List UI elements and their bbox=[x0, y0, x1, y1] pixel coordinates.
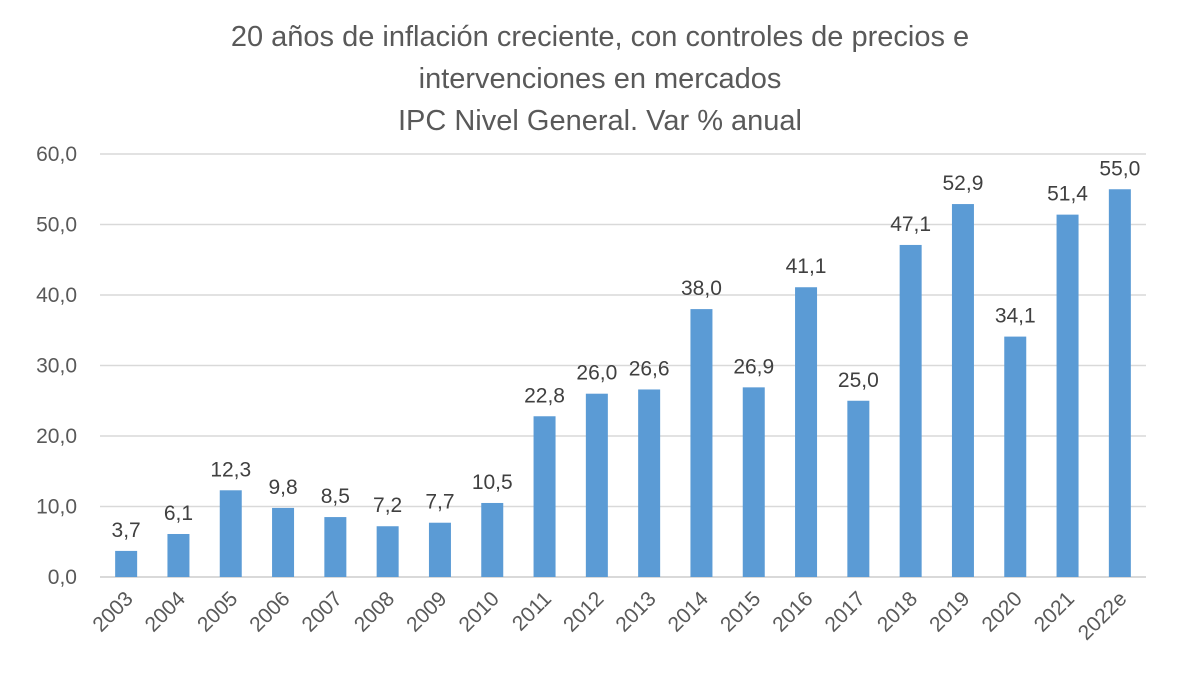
y-tick-label: 60,0 bbox=[36, 143, 77, 166]
y-tick-label: 0,0 bbox=[48, 566, 77, 589]
bar bbox=[1004, 336, 1027, 577]
x-tick-label: 2015 bbox=[716, 587, 765, 636]
bar bbox=[1056, 214, 1079, 577]
bar bbox=[638, 389, 661, 577]
bar bbox=[219, 490, 242, 577]
x-tick-label: 2016 bbox=[768, 587, 817, 636]
data-label: 38,0 bbox=[681, 277, 722, 300]
bar bbox=[951, 204, 974, 577]
data-label: 47,1 bbox=[890, 213, 931, 236]
bar bbox=[795, 287, 818, 577]
data-label: 9,8 bbox=[268, 476, 297, 499]
x-tick-label: 2008 bbox=[350, 587, 399, 636]
data-label: 6,1 bbox=[164, 502, 193, 525]
y-tick-label: 30,0 bbox=[36, 355, 77, 378]
gridlines bbox=[100, 153, 1146, 578]
data-label: 51,4 bbox=[1047, 183, 1088, 206]
data-label: 41,1 bbox=[786, 255, 827, 278]
bar bbox=[272, 507, 295, 577]
data-label: 7,2 bbox=[373, 494, 402, 517]
chart-title-line-1: 20 años de inflación creciente, con cont… bbox=[231, 21, 969, 53]
x-tick-label: 2022e bbox=[1074, 587, 1132, 645]
y-tick-label: 40,0 bbox=[36, 284, 77, 307]
data-label: 55,0 bbox=[1099, 157, 1140, 180]
x-tick-label: 2010 bbox=[454, 587, 503, 636]
bar bbox=[533, 416, 556, 577]
x-tick-label: 2019 bbox=[925, 587, 974, 636]
chart-title: 20 años de inflación creciente, con cont… bbox=[231, 21, 969, 137]
x-tick-label: 2012 bbox=[559, 587, 608, 636]
data-label: 10,5 bbox=[472, 471, 513, 494]
x-tick-label: 2011 bbox=[508, 587, 556, 635]
data-labels: 3,7 6,1 12,3 9,8 8,5 7,2 7,7 10,5 22,8 26,0 26,6 38… bbox=[112, 157, 1141, 542]
bar bbox=[167, 533, 190, 577]
data-label: 8,5 bbox=[321, 485, 350, 508]
x-tick-label: 2004 bbox=[141, 587, 191, 637]
data-label: 25,0 bbox=[838, 369, 879, 392]
bar bbox=[847, 400, 870, 577]
bar bbox=[376, 526, 399, 577]
y-tick-label: 10,0 bbox=[36, 496, 77, 519]
bar bbox=[899, 244, 922, 577]
bar bbox=[115, 550, 138, 577]
data-label: 26,9 bbox=[733, 355, 774, 378]
data-label: 12,3 bbox=[210, 458, 251, 481]
bar bbox=[481, 502, 504, 577]
bar bbox=[742, 387, 765, 577]
data-label: 22,8 bbox=[524, 384, 565, 407]
y-tick-label: 50,0 bbox=[36, 214, 77, 237]
x-tick-label: 2013 bbox=[611, 587, 660, 636]
data-label: 34,1 bbox=[995, 305, 1036, 328]
x-tick-label: 2021 bbox=[1030, 587, 1079, 636]
data-label: 52,9 bbox=[943, 172, 984, 195]
y-tick-label: 20,0 bbox=[36, 425, 77, 448]
x-tick-label: 2007 bbox=[298, 587, 347, 636]
x-tick-label: 2009 bbox=[402, 587, 451, 636]
chart-title-line-2: intervenciones en mercados bbox=[419, 63, 782, 95]
x-axis: 2003 2004 2005 2006 2007 2008 2009 2010 2011 2012… bbox=[88, 587, 1131, 645]
data-label: 7,7 bbox=[425, 491, 454, 514]
bar bbox=[324, 517, 347, 577]
data-label: 3,7 bbox=[112, 519, 141, 542]
x-tick-label: 2003 bbox=[88, 587, 137, 636]
bar bbox=[1108, 189, 1131, 577]
x-tick-label: 2018 bbox=[873, 587, 922, 636]
data-label: 26,6 bbox=[629, 357, 670, 380]
x-tick-label: 2006 bbox=[245, 587, 294, 636]
x-tick-label: 2020 bbox=[977, 587, 1026, 636]
chart-title-line-3: IPC Nivel General. Var % anual bbox=[398, 105, 802, 137]
data-label: 26,0 bbox=[576, 362, 617, 385]
bar bbox=[585, 393, 608, 577]
bars bbox=[115, 189, 1131, 577]
y-axis: 0,0 10,0 20,0 30,0 40,0 50,0 60,0 bbox=[36, 143, 77, 589]
x-tick-label: 2017 bbox=[821, 587, 870, 636]
x-tick-label: 2005 bbox=[193, 587, 242, 636]
bar bbox=[690, 309, 713, 577]
bar bbox=[428, 522, 451, 577]
x-tick-label: 2014 bbox=[664, 587, 714, 637]
